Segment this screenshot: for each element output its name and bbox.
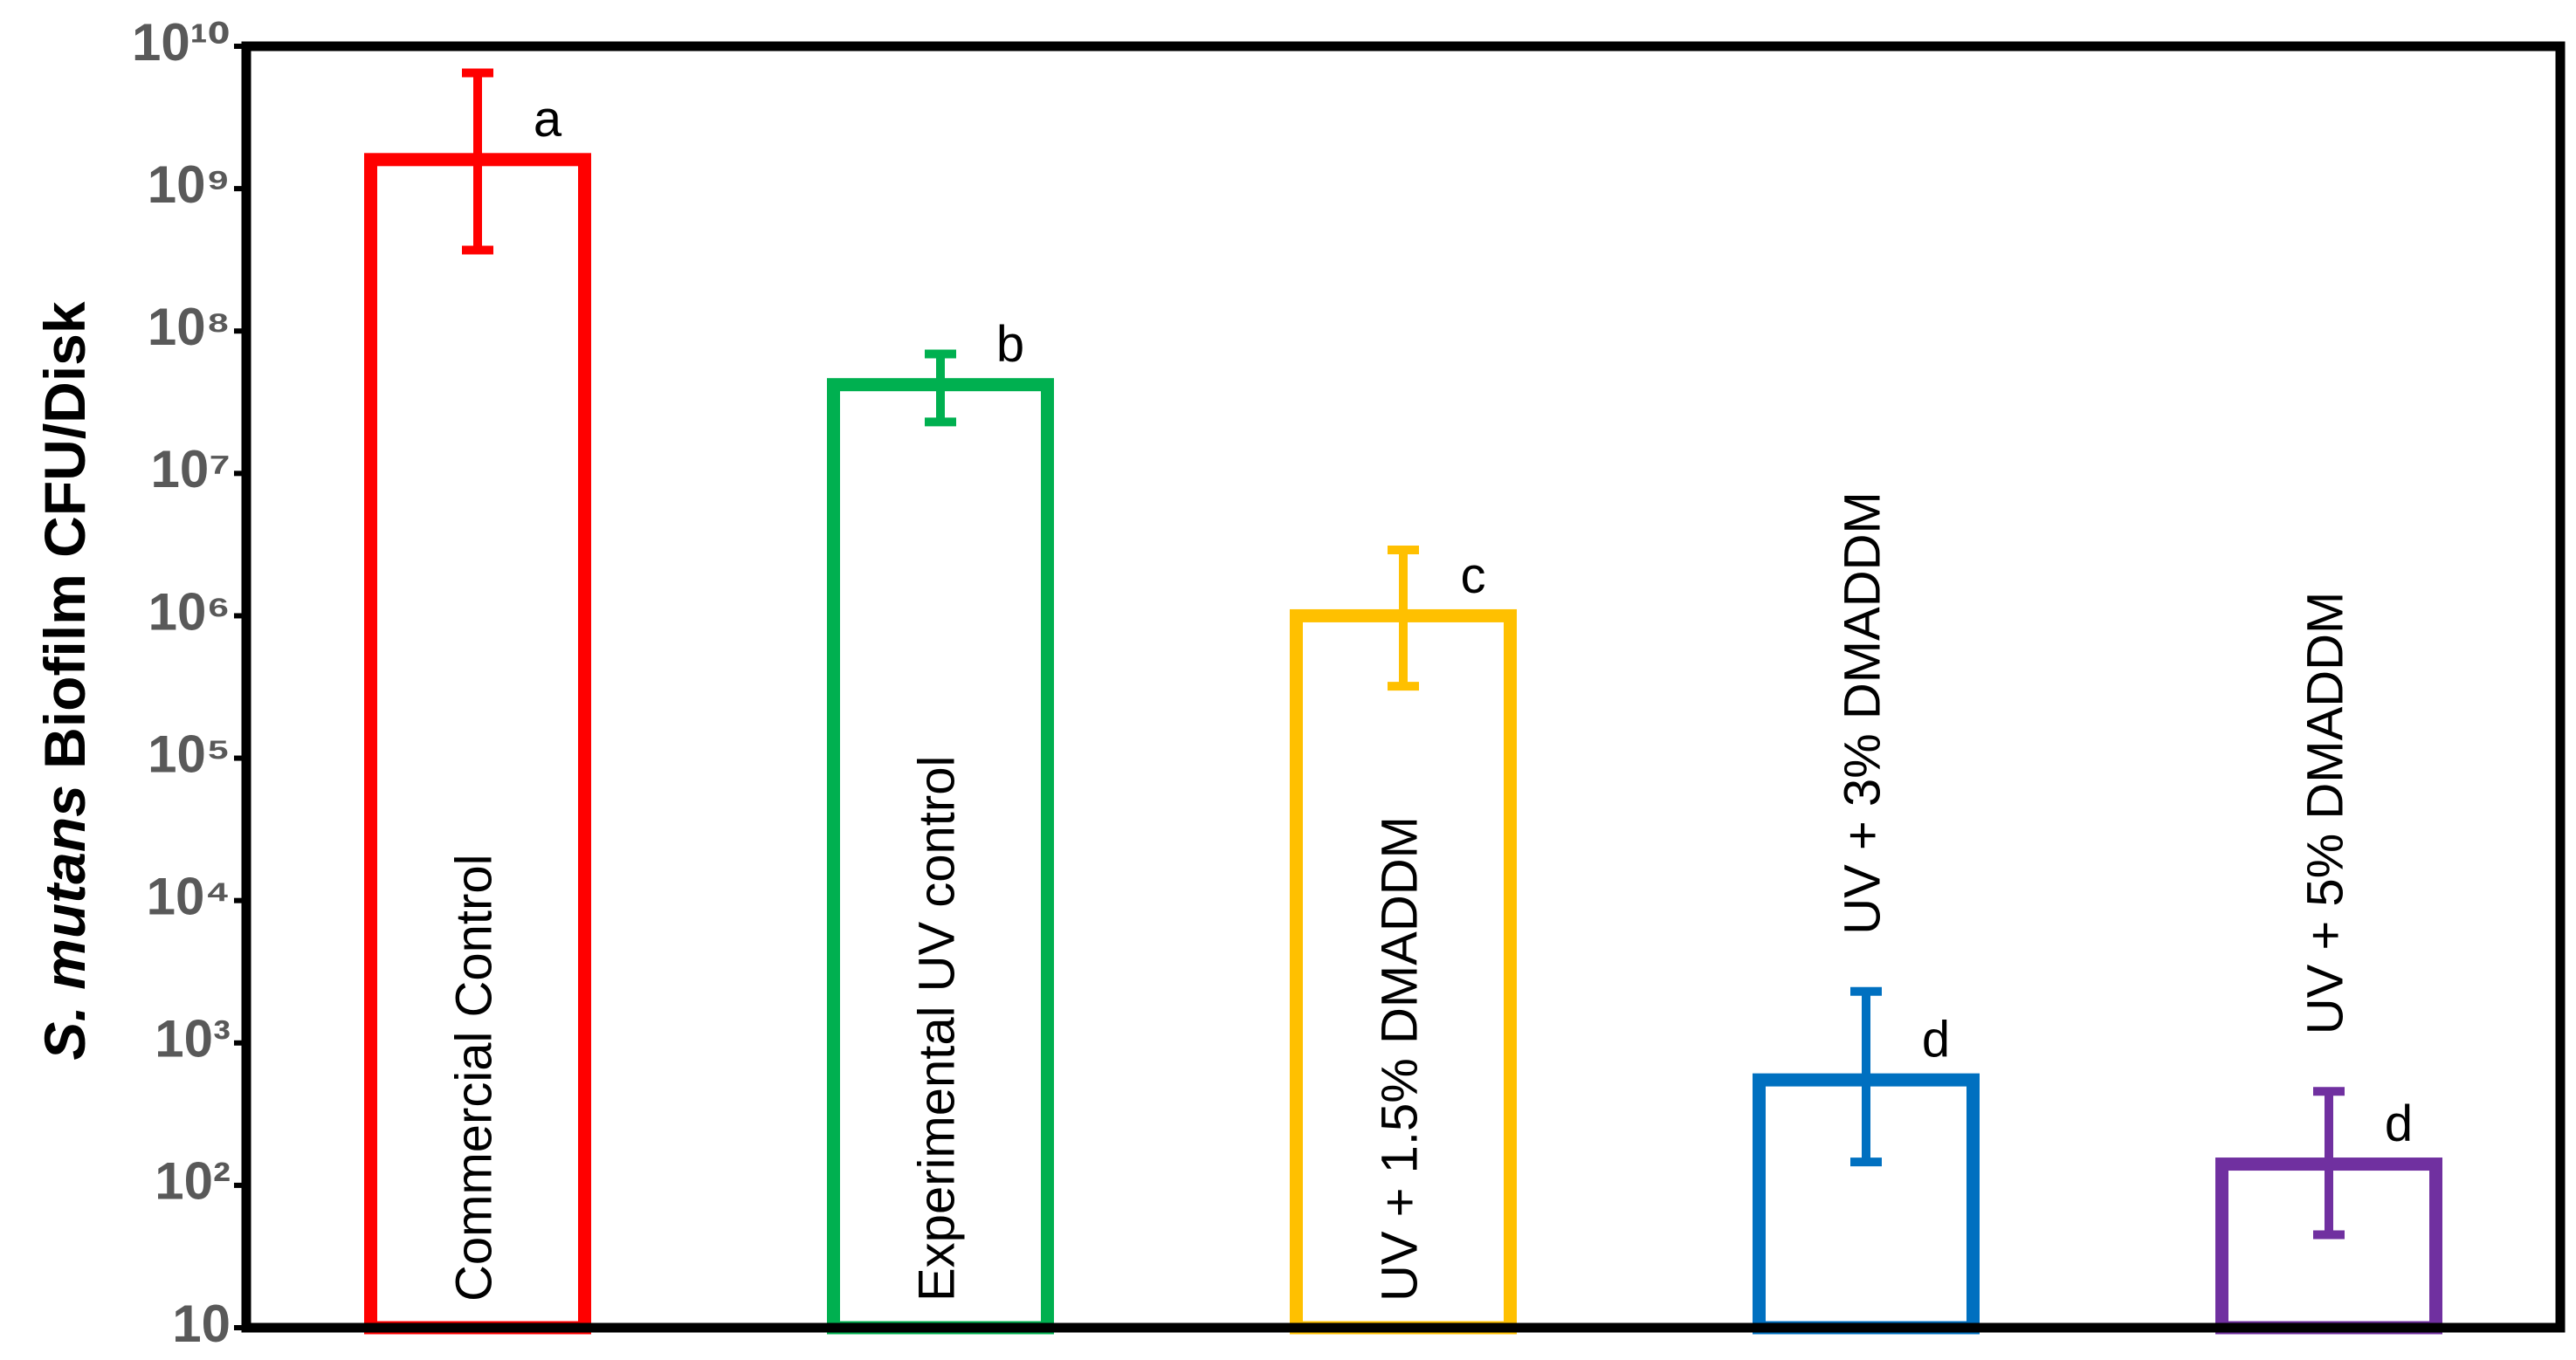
y-tick-label: 10¹⁰ (132, 13, 231, 72)
significance-letter: b (996, 316, 1024, 373)
y-label: Biofilm CFU/Disk (32, 301, 97, 769)
y-tick-label: 10² (155, 1152, 231, 1211)
y-tick-label: 10⁶ (148, 582, 231, 641)
y-tick-label: 10⁷ (151, 440, 231, 498)
significance-letter: c (1461, 547, 1486, 604)
significance-letter: d (1922, 1011, 1950, 1068)
category-label: Commercial Control (445, 855, 502, 1302)
y-label-italic: S. mutans (32, 785, 97, 1060)
y-tick-label: 10⁴ (147, 868, 231, 926)
significance-letter: d (2385, 1096, 2413, 1152)
category-label: UV + 5% DMADDM (2297, 592, 2353, 1035)
y-tick-label: 10³ (155, 1010, 231, 1068)
y-tick-label: 10⁸ (148, 298, 231, 356)
plot-frame (241, 41, 2566, 1333)
category-label: UV + 1.5% DMADDM (1371, 816, 1428, 1302)
category-label: UV + 3% DMADDM (1834, 491, 1891, 935)
y-tick-label: 10⁵ (148, 725, 231, 783)
y-tick-label: 10 (172, 1295, 231, 1353)
y-axis-label: S. mutans Biofilm CFU/Disk (32, 301, 97, 1060)
significance-letter: a (534, 91, 562, 148)
category-label: Experimental UV control (908, 756, 965, 1302)
y-tick-label: 10⁹ (148, 155, 231, 214)
